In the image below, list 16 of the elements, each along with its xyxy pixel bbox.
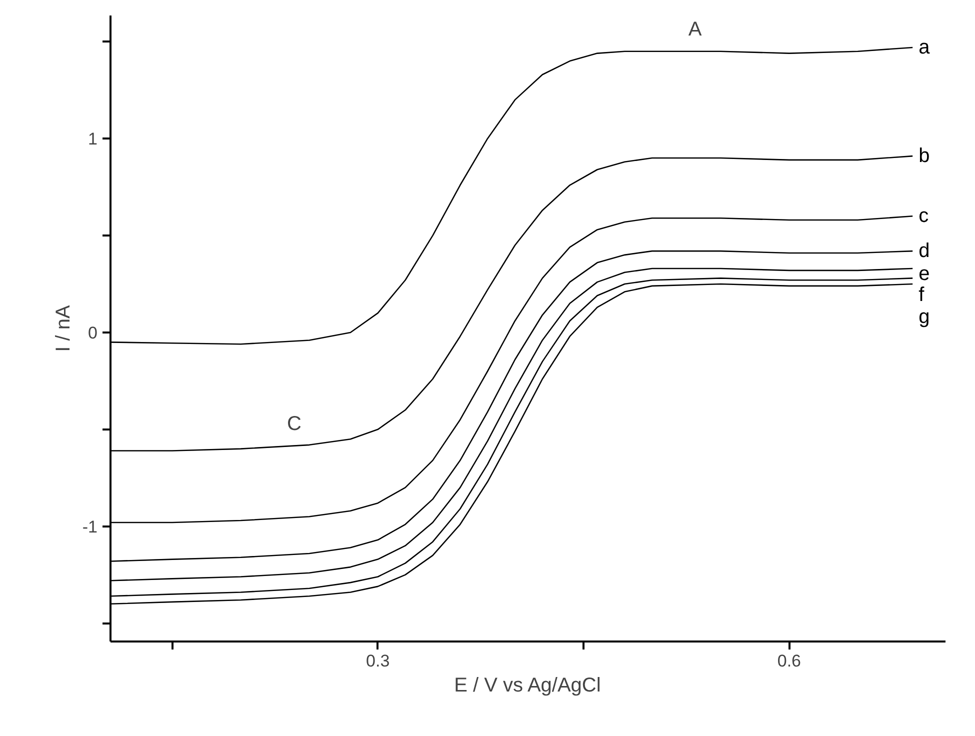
annotation: A [688, 18, 702, 41]
series-label: e [918, 263, 930, 286]
series-label: c [918, 205, 929, 228]
x-tick-label: 0.6 [777, 652, 802, 670]
x-tick-label: 0.3 [366, 652, 390, 670]
series-label: g [918, 306, 930, 328]
series-label: f [918, 284, 925, 306]
y-tick-label: 0 [88, 323, 98, 342]
annotation: C [286, 412, 302, 435]
y-tick-label: 1 [88, 130, 98, 149]
series-label: b [918, 145, 930, 168]
y-tick-label: -1 [82, 517, 98, 536]
x-axis-title: E / V vs Ag/AgCl [454, 674, 601, 696]
series-label: a [918, 36, 931, 58]
y-axis-title: I / nA [52, 304, 74, 352]
series-label: d [918, 240, 930, 262]
